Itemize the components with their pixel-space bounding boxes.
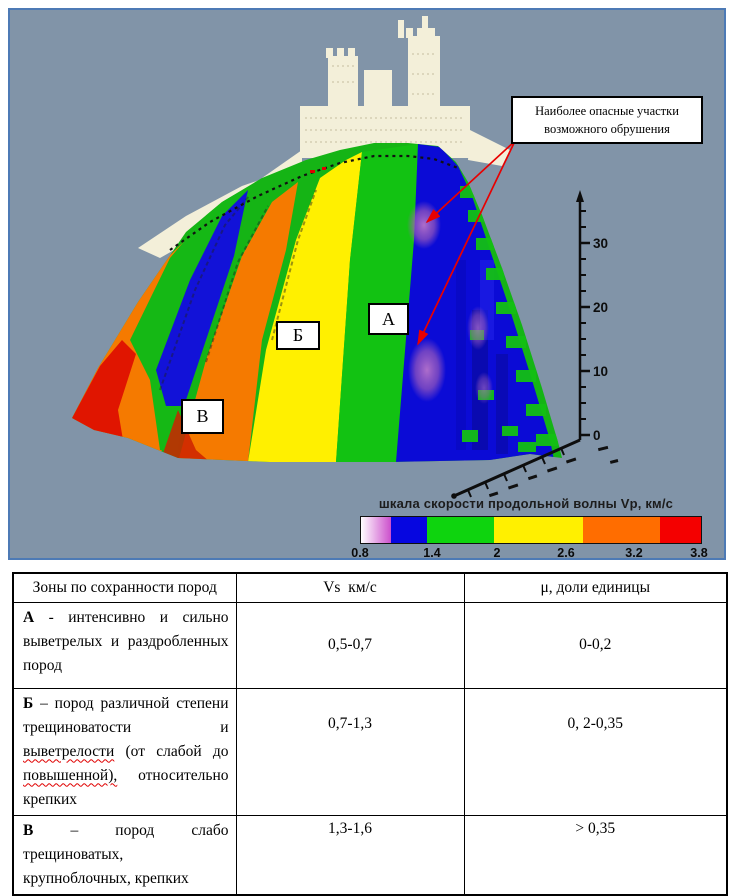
depth-axis [451,438,619,499]
zone-b-line5: крепких [23,790,78,808]
colorbar-tick-0: 0.8 [351,546,369,560]
colorbar-tick-5: 3.8 [690,546,708,560]
zone-b-line3-misspelled: выветрелости [23,742,115,760]
zone-label-b-text: Б [292,325,304,345]
colorbar-segment-green [426,517,495,543]
axis-tick-10: 10 [593,364,608,379]
red-speck [310,170,315,173]
colorbar-bar [360,516,702,544]
colorbar-tick-4: 3.2 [625,546,643,560]
red-speck [322,167,326,170]
zone-label-b: Б [276,321,320,350]
colorbar-tick-3: 2.6 [557,546,575,560]
zone-a-vs: 0,5-0,7 [235,601,465,689]
surface-dotted-line [169,154,459,251]
axis-tick-0: 0 [593,428,601,443]
colorbar-title: шкала скорости продольной волны Vp, км/с [378,496,674,511]
zone-a-line1: - интенсивно и сильно [34,608,229,626]
table-row-b: Б – пород различной степени трещиноватос… [12,687,728,816]
colorbar-segment-blue [390,517,427,543]
zone-a-line3: пород [23,656,62,674]
zone-b-line3: (от слабой до [114,742,229,760]
danger-arrows [417,140,516,346]
header-mu: μ, доли единицы [463,572,728,603]
colorbar-segment-orange [582,517,661,543]
axis-tick-30: 30 [593,236,608,251]
seismic-model-svg: 0 10 20 30 [72,16,619,499]
table-row-a: А - интенсивно и сильно выветрелых и раз… [12,601,728,689]
zone-a-letter: А [23,608,35,626]
figure-panel: 0 10 20 30 [8,8,726,560]
zone-b-line1: – пород различной степени [33,694,229,712]
callout-line2: возможного обрушения [544,122,670,136]
zone-v-letter: В [23,821,34,839]
colorbar-tick-2: 2 [493,546,501,560]
zone-v-vs: 1,3-1,6 [235,814,465,895]
zone-b-line2: трещиноватости и [23,718,229,736]
header-zones: Зоны по сохранности пород [12,572,237,603]
zone-b-line4: относительно [117,766,229,784]
colorbar-segment-yellow [494,517,583,543]
zone-v-line3: крупноблочных, крепких [23,869,189,887]
mountain-model [72,143,562,462]
zone-b-line4-misspelled: повышенной), [23,766,118,784]
axis-tick-20: 20 [593,300,608,315]
callout-line1: Наиболее опасные участки [535,104,679,118]
zone-v-line2: трещиноватых, [23,845,124,863]
zone-b-mu: 0, 2-0,35 [463,687,728,816]
zone-a-mu: 0-0,2 [463,601,728,689]
zone-v-mu: > 0,35 [463,814,728,895]
zone-a-line2: выветрелых и раздробленных [23,632,229,650]
zone-a-description: А - интенсивно и сильно выветрелых и раз… [12,601,237,689]
zone-v-line1: – пород слабо [33,821,229,839]
zone-label-v-text: В [196,406,209,426]
table-row-v: В – пород слабо трещиноватых, крупноблоч… [12,814,728,895]
rock-zones-table: Зоны по сохранности пород Vs км/с μ, дол… [12,572,728,896]
zone-v-description: В – пород слабо трещиноватых, крупноблоч… [12,814,237,895]
zone-b-description: Б – пород различной степени трещиноватос… [12,687,237,816]
zone-label-a-text: А [382,308,395,329]
depth-axis-smudged-labels [488,445,619,498]
header-vs: Vs км/с [235,572,465,603]
zone-b-letter: Б [23,694,34,712]
colorbar-segment-magenta-gradient [361,517,391,543]
callout-box: Наиболее опасные участки возможного обру… [511,96,703,144]
elevation-axis: 0 10 20 30 [576,190,608,443]
zone-label-a: А [368,303,409,335]
table-header-row: Зоны по сохранности пород Vs км/с μ, дол… [12,572,728,603]
voxel-shading [159,189,317,391]
colorbar-tick-1: 1.4 [423,546,441,560]
colorbar-segment-red [660,517,701,543]
zone-b-vs: 0,7-1,3 [235,687,465,816]
zone-label-v: В [181,399,224,434]
